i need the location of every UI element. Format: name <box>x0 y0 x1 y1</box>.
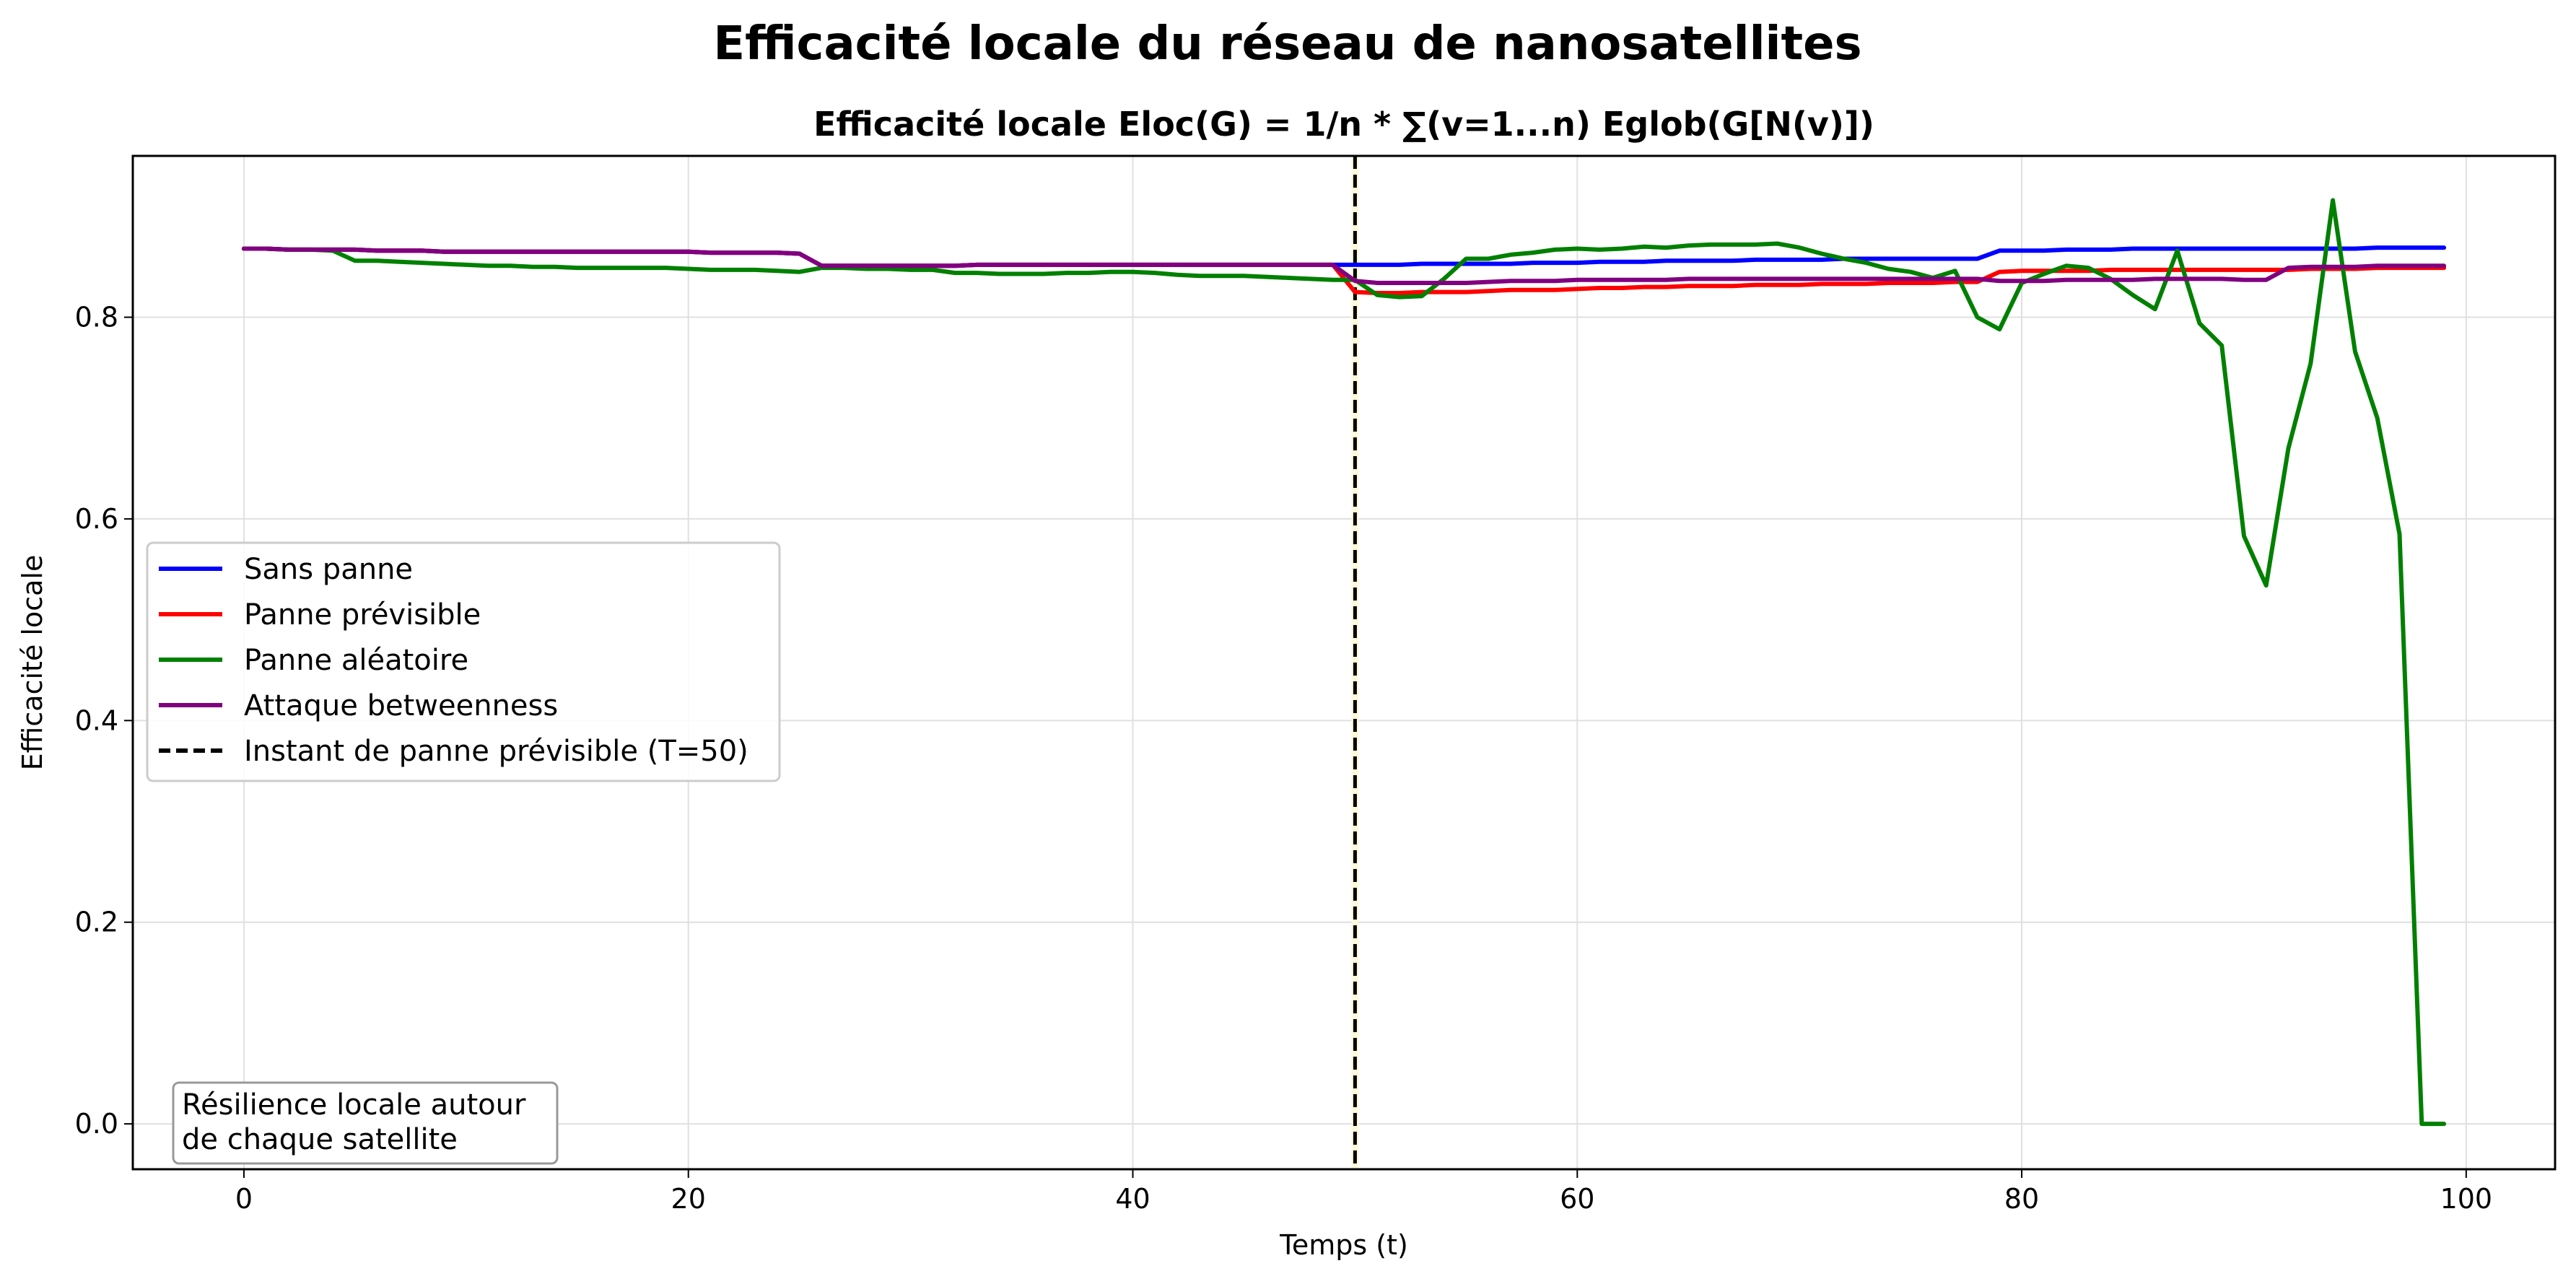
x-tick-label: 80 <box>2004 1183 2039 1215</box>
y-tick-label: 0.4 <box>75 704 118 736</box>
x-axis-label: Temps (t) <box>1279 1229 1408 1261</box>
legend-label: Sans panne <box>244 553 413 586</box>
y-tick-label: 0.8 <box>75 302 118 333</box>
axis-ticks: 0 20 40 60 80 100 0.0 0.2 0.4 0.6 0.8 <box>75 302 2493 1215</box>
x-tick-label: 0 <box>235 1183 253 1215</box>
annotation-box: Résilience locale autour de chaque satel… <box>172 1081 559 1165</box>
x-tick-label: 40 <box>1115 1183 1150 1215</box>
annotation-line-2: de chaque satellite <box>182 1123 458 1156</box>
x-tick-label: 20 <box>671 1183 706 1215</box>
annotation-line-1: Résilience locale autour <box>182 1088 526 1122</box>
chart-suptitle: Efficacité locale du réseau de nanosatel… <box>713 17 1861 71</box>
series-line-3 <box>241 198 2447 1127</box>
y-axis-label: Efficacité locale <box>17 555 48 771</box>
y-tick-label: 0.0 <box>75 1108 118 1140</box>
chart-title: Efficacité locale Eloc(G) = 1/n * ∑(v=1.… <box>813 105 1874 144</box>
legend-label: Instant de panne prévisible (T=50) <box>244 735 748 768</box>
series-line-4 <box>241 246 2447 285</box>
legend: Sans panne Panne prévisible Panne aléatoir… <box>146 541 781 782</box>
x-tick-label: 100 <box>2440 1183 2493 1215</box>
annotation-frame <box>172 1081 559 1165</box>
plot-frame <box>131 154 2557 1171</box>
y-tick-label: 0.6 <box>75 503 118 535</box>
legend-label: Panne aléatoire <box>244 644 468 677</box>
series-lines <box>241 198 2447 1127</box>
legend-label: Panne prévisible <box>244 598 481 632</box>
legend-box <box>146 541 781 782</box>
legend-label: Attaque betweenness <box>244 689 558 722</box>
x-tick-label: 60 <box>1560 1183 1594 1215</box>
y-tick-label: 0.2 <box>75 907 118 938</box>
